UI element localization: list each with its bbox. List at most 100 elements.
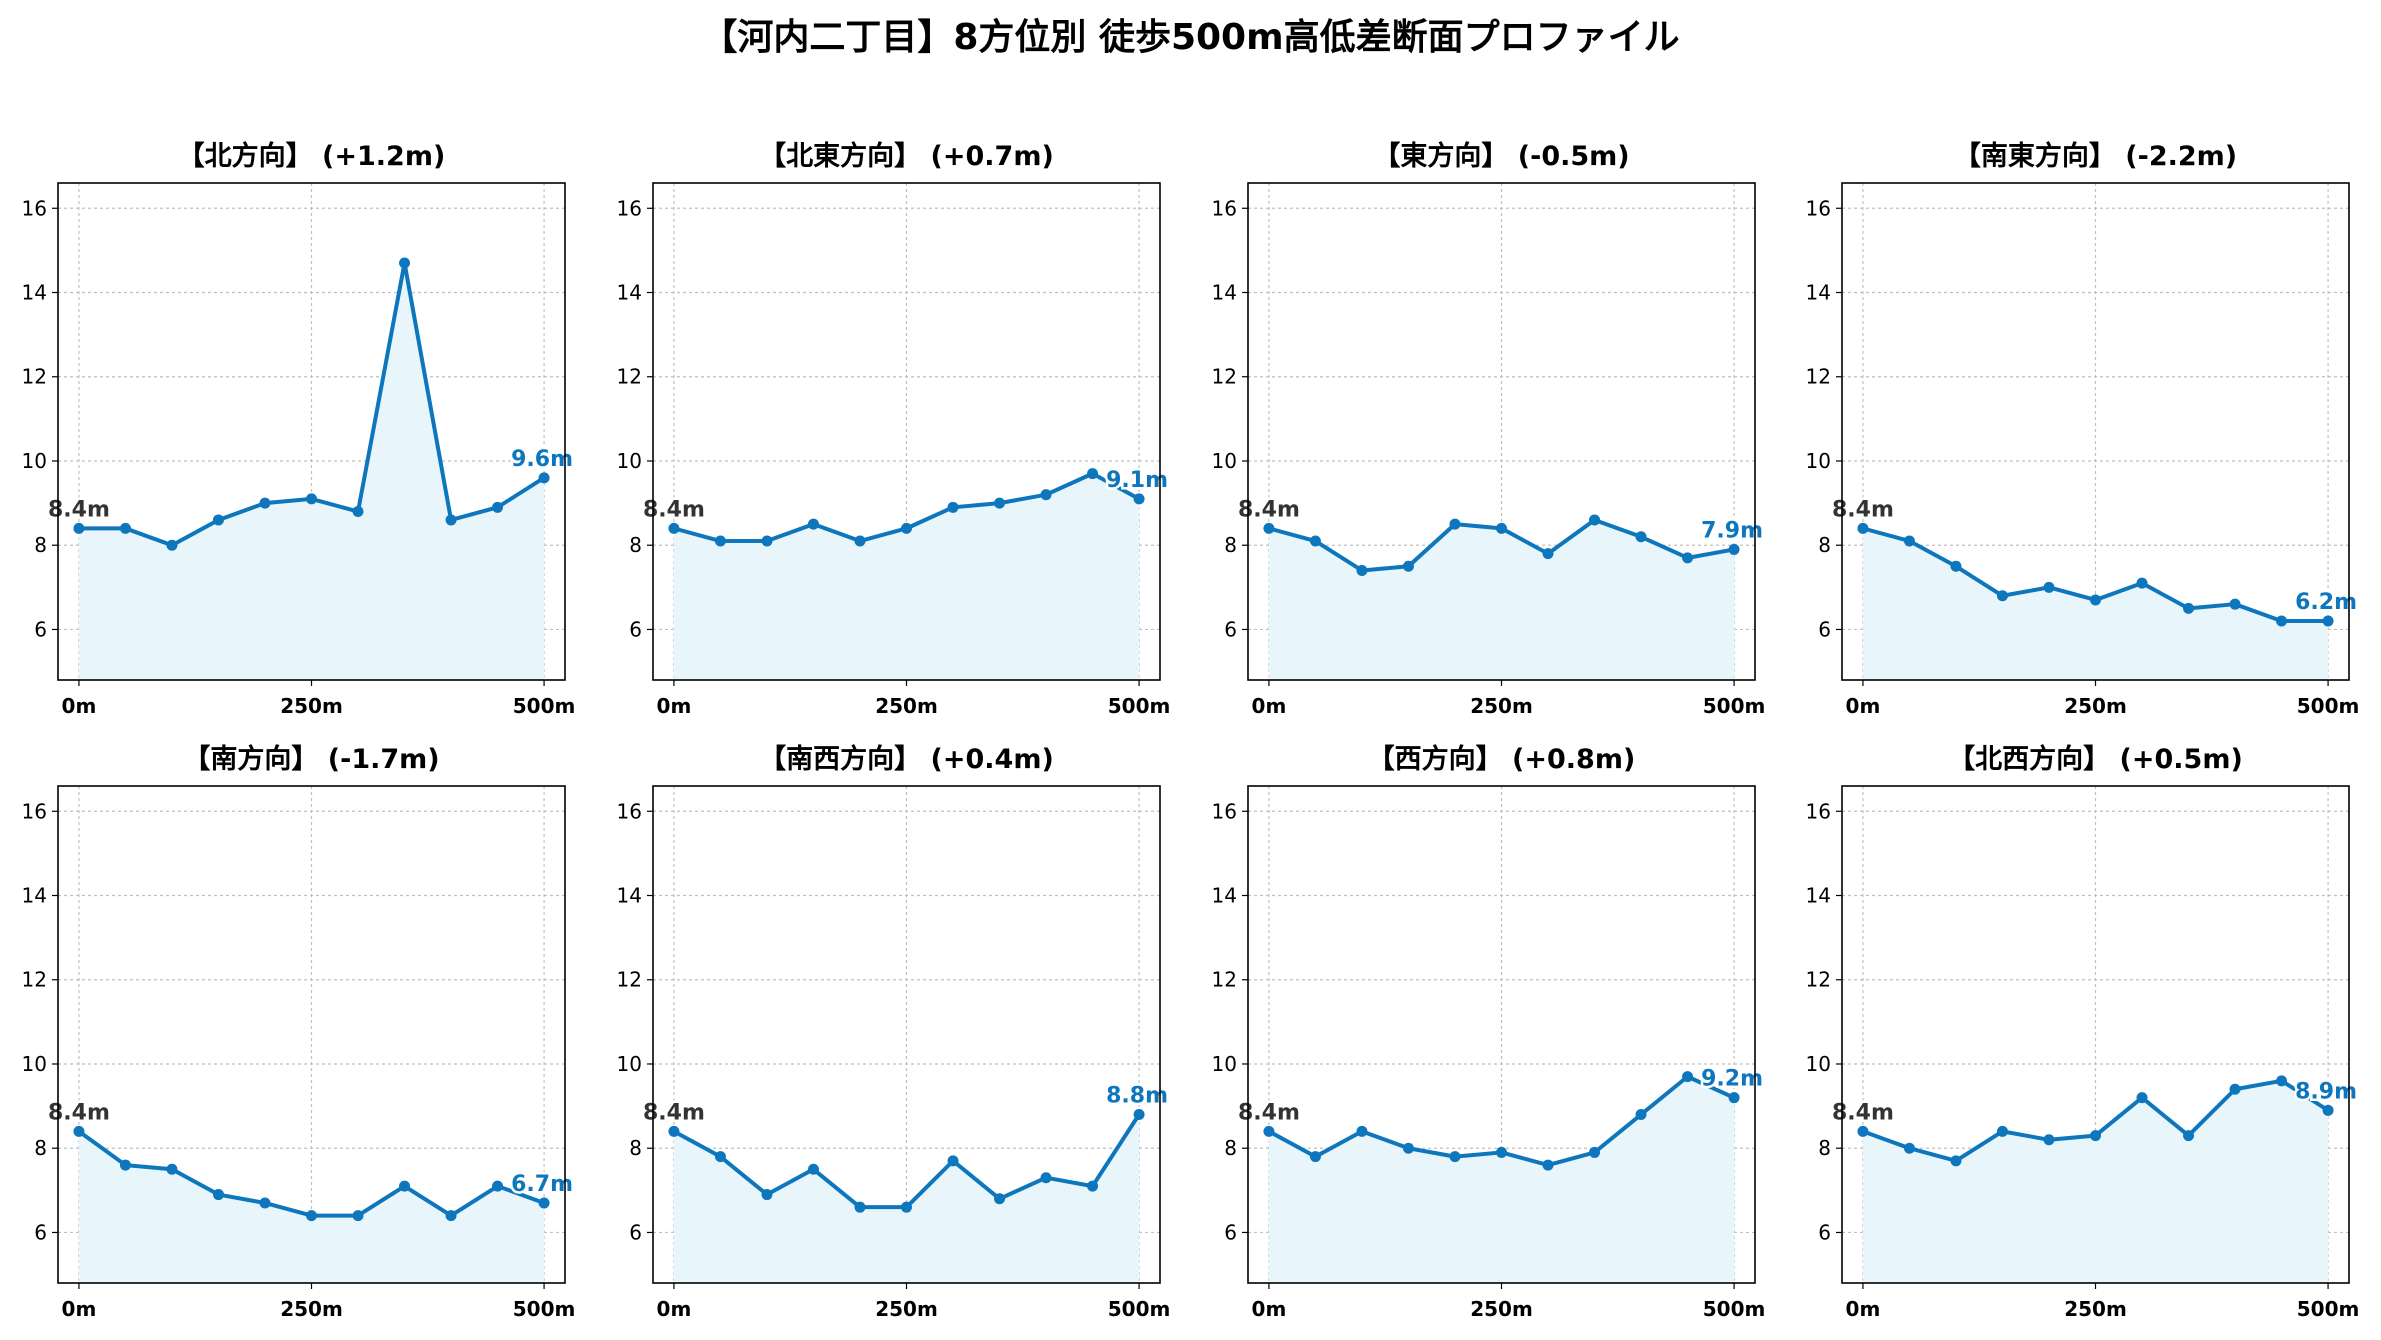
data-point — [2043, 1134, 2055, 1146]
x-tick-label: 0m — [1252, 694, 1287, 718]
data-point — [1950, 1155, 1962, 1167]
start-value-label: 8.4m — [48, 1100, 110, 1125]
y-tick-label: 8 — [1818, 1136, 1831, 1160]
data-point — [807, 1163, 819, 1175]
data-point — [761, 1189, 773, 1201]
data-point — [538, 1197, 550, 1209]
end-value-label: 7.9m — [1701, 518, 1763, 543]
data-point — [2183, 602, 2195, 614]
area-fill — [1268, 1076, 1735, 1283]
area-fill — [1862, 1080, 2329, 1283]
data-point — [1682, 1071, 1694, 1083]
data-point — [212, 514, 224, 526]
data-point — [1542, 548, 1554, 560]
y-tick-label: 6 — [629, 617, 642, 641]
y-tick-label: 12 — [22, 365, 47, 389]
data-point — [668, 1125, 680, 1137]
y-tick-label: 12 — [1212, 968, 1237, 992]
y-tick-label: 8 — [629, 533, 642, 557]
data-point — [1589, 514, 1601, 526]
x-tick-label: 0m — [62, 1297, 97, 1321]
data-point — [1542, 1159, 1554, 1171]
x-tick-label: 0m — [1252, 1297, 1287, 1321]
data-point — [2090, 1130, 2101, 1142]
y-tick-label: 12 — [1806, 968, 1831, 992]
y-tick-label: 14 — [1212, 281, 1237, 305]
y-tick-label: 16 — [1806, 196, 1831, 220]
plot-frame — [1841, 182, 2350, 681]
data-point — [901, 1201, 912, 1213]
end-value-label: 9.6m — [511, 447, 573, 472]
data-point — [1356, 1125, 1368, 1137]
data-point — [259, 497, 271, 509]
data-point — [854, 535, 866, 547]
x-tick-label: 0m — [1846, 1297, 1881, 1321]
data-point — [1040, 1172, 1052, 1184]
data-point — [399, 1180, 411, 1192]
x-tick-label: 250m — [2064, 694, 2127, 718]
data-point — [1402, 1142, 1414, 1154]
end-value-label: 6.2m — [2295, 590, 2357, 615]
y-tick-label: 14 — [1212, 884, 1237, 908]
x-tick-label: 500m — [513, 694, 576, 718]
data-point — [1309, 535, 1321, 547]
y-tick-label: 6 — [1818, 617, 1831, 641]
plot-frame — [652, 785, 1161, 1284]
subplot-title: 【南東方向】 (-2.2m) — [1954, 140, 2237, 172]
y-tick-label: 6 — [1224, 1220, 1237, 1244]
x-tick-label: 500m — [1108, 694, 1171, 718]
data-point — [1857, 1125, 1869, 1137]
y-tick-label: 14 — [617, 884, 642, 908]
data-point — [1263, 522, 1275, 534]
data-point — [1728, 543, 1740, 555]
y-tick-label: 16 — [1212, 799, 1237, 823]
data-point — [119, 1159, 131, 1171]
data-point — [994, 1193, 1006, 1205]
y-tick-label: 14 — [22, 884, 47, 908]
data-point — [2276, 615, 2288, 627]
x-tick-label: 0m — [1846, 694, 1881, 718]
data-point — [1996, 1125, 2008, 1137]
data-point — [306, 493, 317, 505]
plot-frame — [57, 182, 566, 681]
y-tick-label: 12 — [617, 968, 642, 992]
y-tick-label: 8 — [1818, 533, 1831, 557]
data-point — [166, 539, 178, 551]
plot-frame — [652, 182, 1161, 681]
data-point — [1589, 1146, 1601, 1158]
y-tick-label: 16 — [22, 196, 47, 220]
y-tick-label: 14 — [1806, 281, 1831, 305]
data-point — [2229, 1083, 2241, 1095]
data-point — [306, 1210, 317, 1222]
data-point — [1087, 468, 1099, 480]
y-tick-label: 6 — [1818, 1220, 1831, 1244]
y-tick-label: 14 — [1806, 884, 1831, 908]
data-point — [259, 1197, 271, 1209]
end-value-label: 9.2m — [1701, 1067, 1763, 1092]
y-tick-label: 6 — [34, 617, 47, 641]
y-tick-label: 10 — [1806, 1052, 1831, 1076]
data-point — [807, 518, 819, 530]
data-point — [445, 1210, 457, 1222]
plot-frame — [1247, 785, 1756, 1284]
data-point — [714, 1151, 726, 1163]
data-point — [947, 501, 959, 513]
data-point — [668, 522, 680, 534]
data-point — [2136, 1092, 2148, 1104]
y-tick-label: 12 — [22, 968, 47, 992]
data-point — [1857, 522, 1869, 534]
end-value-label: 8.9m — [2295, 1079, 2357, 1104]
data-point — [445, 514, 457, 526]
y-tick-label: 10 — [22, 449, 47, 473]
data-point — [352, 506, 364, 518]
data-point — [1449, 518, 1461, 530]
data-point — [994, 497, 1006, 509]
y-tick-label: 14 — [22, 281, 47, 305]
data-point — [1087, 1180, 1099, 1192]
data-point — [1996, 590, 2008, 602]
y-tick-label: 16 — [617, 196, 642, 220]
